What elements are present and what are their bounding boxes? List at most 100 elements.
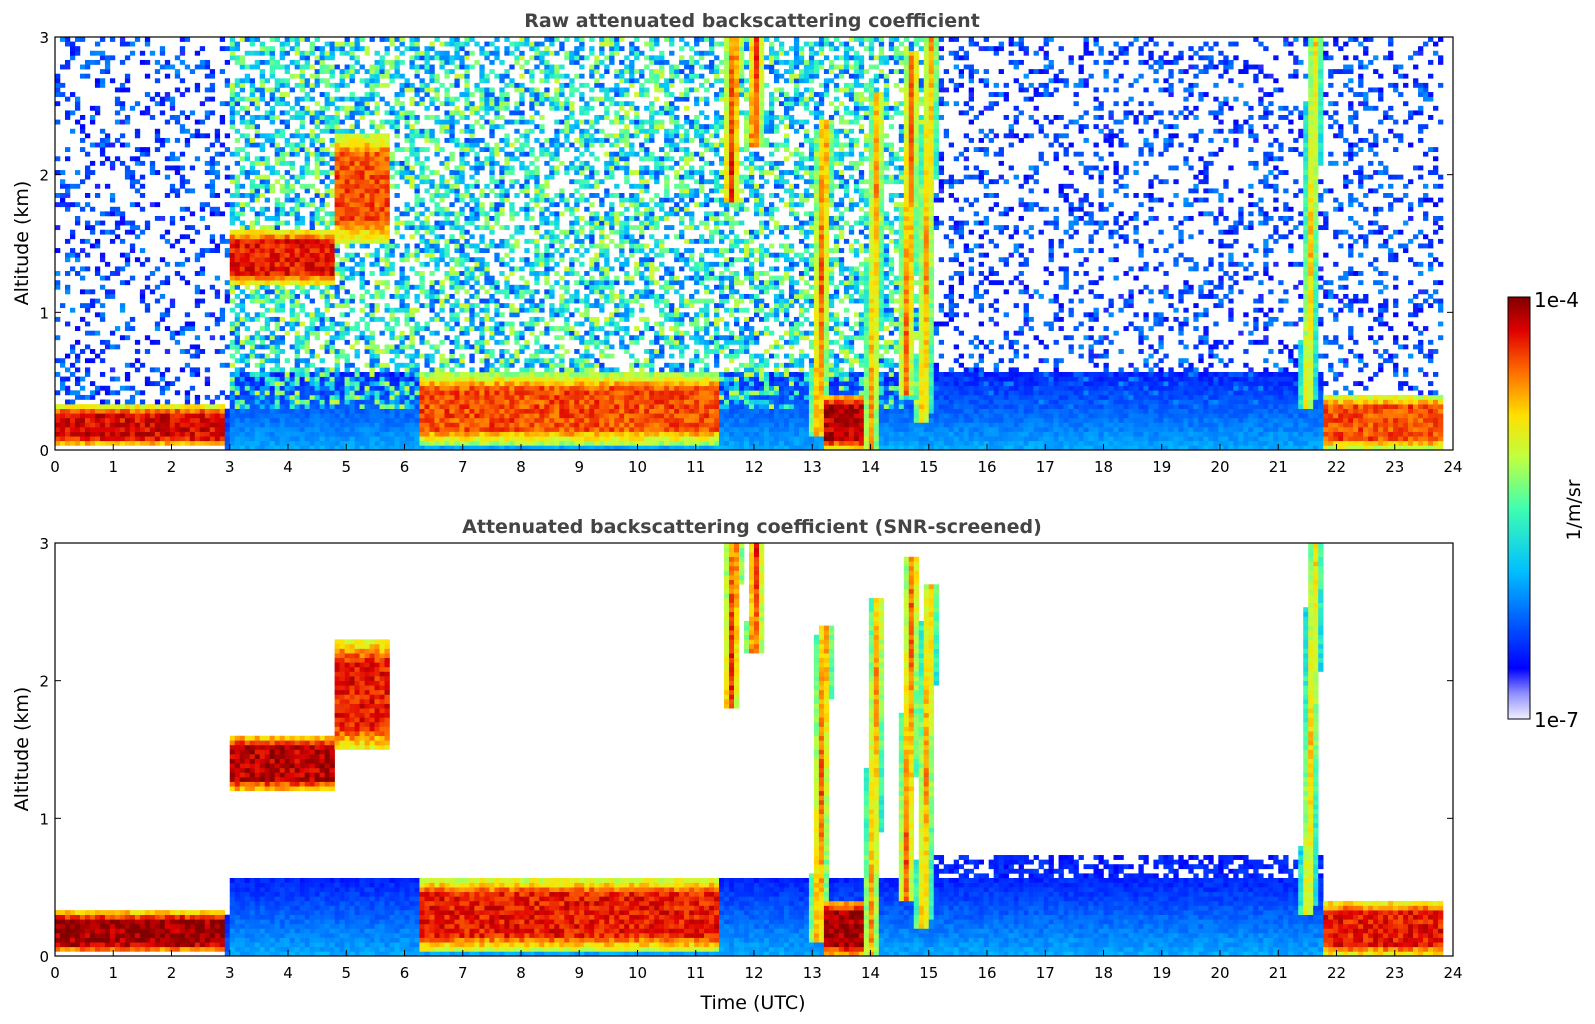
heatmap-cell	[129, 417, 136, 423]
heatmap-cell	[514, 238, 520, 244]
heatmap-cell	[219, 151, 226, 157]
heatmap-cell	[254, 220, 260, 226]
heatmap-cell	[339, 170, 345, 175]
heatmap-cell	[244, 371, 251, 377]
heatmap-cell	[319, 170, 325, 175]
heatmap-cell	[439, 417, 445, 423]
heatmap-cell	[229, 110, 236, 116]
heatmap-cell	[174, 271, 181, 276]
heatmap-cell	[364, 326, 370, 331]
heatmap-cell	[544, 174, 550, 180]
heatmap-cell	[239, 404, 246, 409]
heatmap-cell	[55, 404, 61, 409]
heatmap-cell	[139, 50, 146, 56]
heatmap-cell	[414, 211, 420, 217]
heatmap-cell	[254, 174, 260, 180]
heatmap-cell	[214, 404, 221, 409]
heatmap-cell	[159, 385, 166, 391]
heatmap-cell	[139, 436, 146, 442]
heatmap-cell	[69, 128, 76, 134]
heatmap-cell	[294, 211, 300, 217]
heatmap-cell	[234, 445, 241, 451]
heatmap-cell	[409, 124, 415, 130]
heatmap-cell	[109, 37, 116, 42]
heatmap-cell	[499, 326, 505, 331]
heatmap-cell	[244, 142, 251, 148]
heatmap-cell	[509, 408, 515, 414]
heatmap-cell	[274, 385, 280, 391]
heatmap-cell	[454, 440, 460, 446]
heatmap-cell	[374, 248, 380, 253]
heatmap-cell	[349, 362, 355, 368]
heatmap-cell	[429, 257, 435, 263]
heatmap-cell	[244, 316, 251, 322]
heatmap-cell	[469, 105, 475, 111]
heatmap-cell	[489, 160, 495, 166]
heatmap-cell	[449, 101, 455, 107]
heatmap-cell	[339, 381, 345, 387]
heatmap-cell	[519, 422, 525, 428]
heatmap-cell	[314, 215, 320, 221]
heatmap-cell	[244, 202, 251, 208]
heatmap-cell	[224, 174, 231, 180]
heatmap-cell	[499, 394, 505, 400]
heatmap-cell	[459, 408, 465, 414]
heatmap-cell	[189, 133, 196, 139]
heatmap-cell	[344, 170, 350, 175]
heatmap-cell	[134, 339, 141, 345]
heatmap-cell	[249, 271, 256, 276]
heatmap-cell	[374, 376, 380, 382]
heatmap-cell	[369, 96, 375, 102]
heatmap-cell	[349, 73, 355, 79]
heatmap-cell	[454, 376, 460, 382]
heatmap-cell	[264, 215, 270, 221]
heatmap-cell	[494, 202, 500, 208]
heatmap-cell	[424, 339, 430, 345]
heatmap-cell	[269, 137, 275, 143]
heatmap-cell	[339, 105, 345, 111]
heatmap-cell	[359, 105, 365, 111]
heatmap-cell	[279, 385, 285, 391]
heatmap-cell	[534, 353, 540, 359]
heatmap-cell	[204, 440, 211, 446]
heatmap-cell	[439, 404, 445, 409]
heatmap-cell	[314, 312, 320, 318]
heatmap-cell	[55, 427, 61, 432]
heatmap-cell	[69, 229, 76, 235]
heatmap-cell	[69, 202, 76, 208]
heatmap-cell	[374, 137, 380, 143]
heatmap-cell	[329, 142, 335, 148]
heatmap-cell	[174, 115, 181, 120]
heatmap-cell	[499, 238, 505, 244]
heatmap-cell	[164, 385, 171, 391]
heatmap-cell	[114, 234, 121, 240]
heatmap-cell	[324, 431, 330, 437]
heatmap-cell	[369, 92, 375, 97]
heatmap-cell	[319, 64, 325, 70]
heatmap-cell	[229, 307, 236, 313]
heatmap-cell	[79, 37, 86, 42]
heatmap-cell	[159, 417, 166, 423]
heatmap-cell	[414, 193, 420, 198]
heatmap-cell	[459, 330, 465, 336]
heatmap-cell	[504, 275, 510, 281]
heatmap-cell	[269, 427, 275, 432]
heatmap-cell	[454, 137, 460, 143]
heatmap-cell	[444, 115, 450, 120]
heatmap-cell	[94, 436, 101, 442]
heatmap-cell	[69, 436, 76, 442]
heatmap-cell	[404, 87, 410, 93]
heatmap-cell	[489, 293, 495, 299]
heatmap-cell	[139, 261, 146, 267]
heatmap-cell	[329, 422, 335, 428]
heatmap-cell	[214, 174, 221, 180]
heatmap-cell	[169, 404, 176, 409]
heatmap-cell	[429, 73, 435, 79]
heatmap-cell	[239, 105, 246, 111]
heatmap-cell	[379, 73, 385, 79]
heatmap-cell	[509, 353, 515, 359]
heatmap-cell	[454, 321, 460, 327]
heatmap-cell	[539, 92, 545, 97]
heatmap-cell	[64, 110, 71, 116]
heatmap-cell	[324, 252, 330, 258]
